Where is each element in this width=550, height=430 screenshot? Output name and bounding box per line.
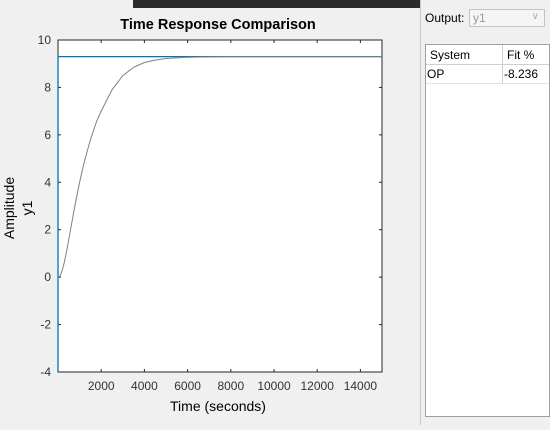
fit-cell: -8.236 (504, 67, 539, 81)
panel-divider[interactable] (420, 0, 421, 425)
x-tick-label: 4000 (131, 379, 158, 393)
y-axis-ticks: -4 -2 0 2 4 6 8 10 (38, 33, 382, 379)
table-row[interactable]: OP -8.236 (426, 64, 549, 84)
column-header-fit[interactable]: Fit % (507, 48, 535, 62)
y-tick-label: 4 (44, 175, 51, 189)
x-tick-label: 8000 (217, 379, 244, 393)
y-axis-channel-label: y1 (19, 200, 35, 215)
system-cell[interactable]: OP (427, 67, 445, 81)
output-label: Output: (425, 11, 465, 25)
chart-series (57, 55, 382, 372)
y-tick-label: -4 (40, 365, 51, 379)
plot-area[interactable] (57, 39, 383, 373)
fit-table[interactable]: System Fit % OP -8.236 (425, 44, 550, 417)
model-response-line[interactable] (57, 56, 382, 278)
x-tick-label: 12000 (301, 379, 335, 393)
y-tick-label: 2 (44, 223, 51, 237)
x-tick-label: 6000 (174, 379, 201, 393)
output-select-value: y1 (473, 11, 486, 25)
y-tick-label: 10 (38, 33, 52, 47)
chart-title: Time Response Comparison (120, 17, 316, 33)
y-tick-label: 0 (44, 270, 51, 284)
plot-panel: Time Response Comparison -4 -2 0 2 4 6 8 10 200… (0, 0, 420, 425)
chevron-down-icon: ∨ (531, 11, 539, 22)
x-tick-label: 10000 (257, 379, 291, 393)
fit-panel: Output: y1 ∨ System Fit % OP -8.236 (421, 0, 550, 425)
y-tick-label: 8 (44, 80, 51, 94)
x-axis-label: Time (seconds) (170, 398, 266, 414)
column-header-system[interactable]: System (430, 48, 471, 62)
y-axis-label: Amplitude (1, 177, 17, 239)
fit-table-header: System Fit % (426, 45, 549, 65)
x-tick-label: 2000 (88, 379, 115, 393)
window-top-bar (133, 0, 550, 8)
y-tick-label: -2 (40, 318, 51, 332)
x-axis-ticks: 2000 4000 6000 8000 10000 12000 14000 (88, 40, 378, 393)
output-select[interactable]: y1 ∨ (469, 9, 545, 27)
y-tick-label: 6 (44, 128, 51, 142)
time-response-chart[interactable]: Time Response Comparison -4 -2 0 2 4 6 8 10 200… (0, 0, 420, 425)
x-tick-label: 14000 (344, 379, 378, 393)
column-separator (502, 45, 503, 83)
